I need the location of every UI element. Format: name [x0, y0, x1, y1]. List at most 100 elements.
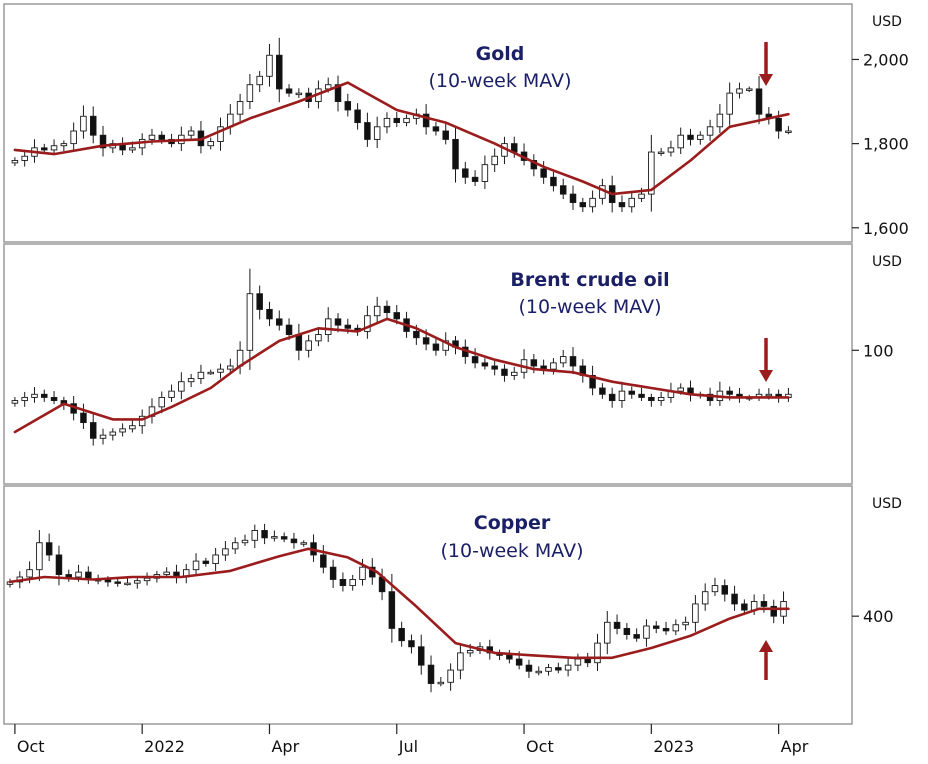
brent-frame — [3, 243, 853, 485]
copper-candle — [584, 658, 591, 664]
copper-candle — [741, 603, 748, 611]
gold-candle — [364, 122, 371, 140]
brent-candle — [726, 390, 733, 395]
brent-candle — [129, 425, 136, 430]
brent-candle — [276, 318, 283, 326]
copper-candle — [339, 579, 347, 587]
copper-candle — [515, 658, 523, 666]
copper-candle — [535, 670, 542, 674]
brent-candle — [207, 371, 214, 375]
copper-candle — [604, 621, 611, 644]
gold-candle — [344, 101, 352, 111]
brent-candle — [158, 396, 166, 408]
brent-candle — [589, 374, 596, 389]
gold-candle — [716, 113, 724, 128]
brent-candle — [99, 434, 107, 439]
xtick-label: 2022 — [144, 737, 185, 756]
brent-mav-line — [13, 317, 790, 434]
gold-candle — [80, 115, 87, 132]
copper-candle — [329, 566, 337, 580]
brent-candle — [217, 368, 224, 373]
copper-candle — [613, 621, 621, 629]
xtick-label: Oct — [526, 737, 554, 756]
brent-unit-label: USD — [872, 254, 902, 270]
gold-candle — [540, 168, 547, 178]
copper-candle — [633, 634, 640, 639]
gold-candle — [677, 134, 684, 149]
gold-panel: Gold (10-week MAV) USD 2,000 1,800 1,600 — [11, 14, 909, 238]
gold-unit-label: USD — [872, 14, 902, 30]
gold-candle — [579, 202, 587, 208]
brent-candle — [41, 393, 48, 398]
copper-subtitle: (10-week MAV) — [441, 540, 584, 562]
gold-candle — [667, 147, 675, 153]
brent-candle — [315, 334, 322, 342]
copper-candle — [564, 664, 572, 671]
brent-title: Brent crude oil — [510, 269, 669, 291]
gold-candle — [276, 54, 283, 90]
brent-candle — [657, 396, 665, 402]
copper-candle — [45, 542, 53, 556]
brent-candle — [266, 308, 273, 320]
gold-candle — [432, 126, 440, 132]
brent-candle — [89, 422, 97, 439]
gold-candle — [569, 193, 577, 203]
brent-candle — [168, 390, 175, 398]
copper-candle — [163, 571, 170, 576]
brent-candle — [50, 396, 58, 402]
gold-mav-line — [13, 81, 790, 196]
brent-candle — [628, 390, 636, 395]
gold-candle — [403, 117, 410, 124]
gold-candle — [706, 126, 714, 136]
copper-candle — [75, 571, 82, 578]
brent-candle — [413, 330, 420, 339]
copper-candle — [682, 621, 689, 626]
brent-candle — [706, 393, 714, 402]
brent-candle — [364, 315, 371, 332]
brent-candle — [569, 356, 577, 367]
gold-arrow-down-icon — [759, 74, 773, 86]
copper-panel: Copper (10-week MAV) USD 400 — [6, 496, 902, 693]
gold-candle — [648, 151, 655, 195]
copper-candle — [320, 554, 327, 568]
copper-candle — [388, 591, 396, 629]
brent-candle — [344, 324, 352, 329]
gold-candle — [628, 197, 636, 208]
copper-candle — [437, 681, 445, 685]
brent-candle — [471, 356, 479, 364]
brent-candle — [559, 356, 567, 364]
gold-candle — [99, 134, 107, 149]
copper-candle — [202, 560, 210, 564]
brent-candle — [285, 324, 293, 336]
brent-candle — [618, 390, 626, 402]
copper-candle — [652, 625, 660, 629]
brent-candle — [383, 305, 391, 314]
gold-candle — [589, 197, 596, 208]
copper-arrow-up-icon — [759, 640, 773, 652]
brent-candle — [109, 431, 117, 436]
brent-candle — [530, 359, 538, 367]
gold-candle — [50, 145, 58, 151]
brent-ytick-label: 100 — [863, 341, 894, 360]
gold-candle — [70, 130, 77, 145]
copper-candle — [545, 667, 552, 672]
gold-candle — [207, 141, 214, 147]
brent-candle — [599, 387, 606, 395]
copper-candle — [701, 591, 709, 605]
copper-candle — [251, 530, 259, 541]
brent-candle — [80, 412, 87, 424]
brent-candle — [305, 340, 312, 351]
brent-candle — [481, 362, 489, 367]
copper-unit-label: USD — [872, 496, 902, 512]
copper-candle — [26, 569, 33, 578]
gold-candle — [334, 84, 342, 102]
brent-candle — [432, 343, 440, 351]
gold-candle — [481, 164, 489, 182]
gold-candle — [550, 176, 557, 187]
gold-candle — [697, 134, 704, 140]
copper-candle — [623, 627, 631, 635]
brent-candle — [334, 318, 342, 326]
gold-candle — [187, 130, 195, 136]
copper-candle — [555, 667, 562, 671]
x-axis: Oct 2022 Apr Jul Oct 2023 Apr — [14, 724, 809, 756]
